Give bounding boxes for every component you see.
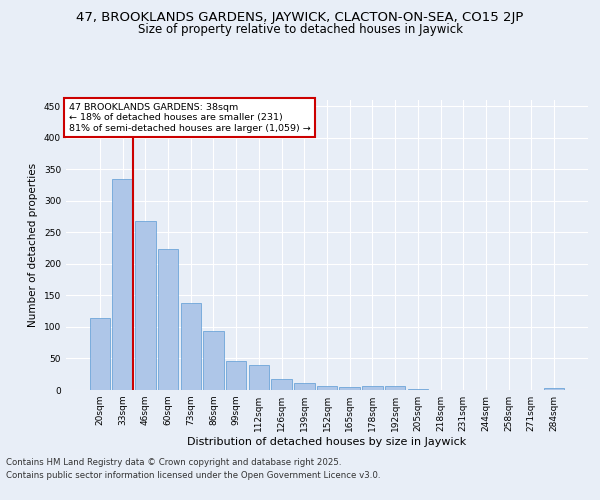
Bar — [317, 386, 337, 390]
Bar — [181, 303, 201, 390]
Bar — [362, 386, 383, 390]
Text: Contains HM Land Registry data © Crown copyright and database right 2025.: Contains HM Land Registry data © Crown c… — [6, 458, 341, 467]
Bar — [248, 365, 269, 390]
Text: Size of property relative to detached houses in Jaywick: Size of property relative to detached ho… — [137, 24, 463, 36]
Bar — [271, 378, 292, 390]
X-axis label: Distribution of detached houses by size in Jaywick: Distribution of detached houses by size … — [187, 437, 467, 447]
Bar — [158, 250, 178, 390]
Text: 47, BROOKLANDS GARDENS, JAYWICK, CLACTON-ON-SEA, CO15 2JP: 47, BROOKLANDS GARDENS, JAYWICK, CLACTON… — [76, 11, 524, 24]
Bar — [407, 388, 428, 390]
Bar — [226, 361, 247, 390]
Bar — [340, 387, 360, 390]
Text: Contains public sector information licensed under the Open Government Licence v3: Contains public sector information licen… — [6, 472, 380, 480]
Bar — [544, 388, 564, 390]
Bar — [385, 386, 406, 390]
Bar — [203, 332, 224, 390]
Bar — [90, 318, 110, 390]
Bar — [294, 383, 314, 390]
Y-axis label: Number of detached properties: Number of detached properties — [28, 163, 38, 327]
Text: 47 BROOKLANDS GARDENS: 38sqm
← 18% of detached houses are smaller (231)
81% of s: 47 BROOKLANDS GARDENS: 38sqm ← 18% of de… — [68, 103, 310, 132]
Bar — [135, 221, 155, 390]
Bar — [112, 179, 133, 390]
